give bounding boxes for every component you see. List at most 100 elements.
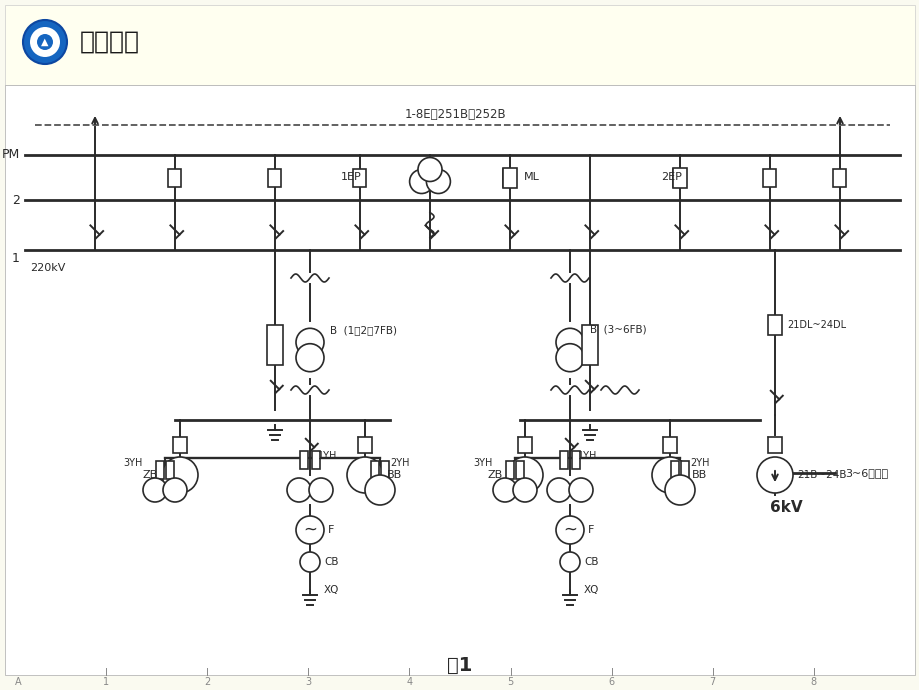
Text: 1YH: 1YH xyxy=(318,451,337,461)
Text: 1: 1 xyxy=(12,251,20,264)
Circle shape xyxy=(409,170,433,193)
Circle shape xyxy=(309,478,333,502)
Circle shape xyxy=(417,157,441,181)
Bar xyxy=(833,168,845,186)
Text: XQ: XQ xyxy=(323,585,339,595)
Circle shape xyxy=(493,478,516,502)
Text: 5: 5 xyxy=(507,677,513,687)
Circle shape xyxy=(555,328,584,356)
Bar xyxy=(505,461,514,479)
Text: F: F xyxy=(587,525,594,535)
Circle shape xyxy=(555,516,584,544)
Text: 2EP: 2EP xyxy=(661,172,681,182)
Text: B  (3~6FB): B (3~6FB) xyxy=(589,325,646,335)
Text: 长江电力: 长江电力 xyxy=(80,30,140,54)
Text: 6: 6 xyxy=(608,677,614,687)
Bar xyxy=(560,451,567,469)
Text: 图1: 图1 xyxy=(447,656,472,675)
Text: 3YH: 3YH xyxy=(473,458,493,468)
Bar xyxy=(165,461,174,479)
Circle shape xyxy=(37,34,53,50)
Text: ZB: ZB xyxy=(487,470,503,480)
Circle shape xyxy=(365,475,394,505)
Bar xyxy=(767,315,781,335)
Text: 2: 2 xyxy=(204,677,210,687)
Bar xyxy=(5,85,914,675)
Text: BB: BB xyxy=(387,470,402,480)
Text: 21B~24B: 21B~24B xyxy=(796,470,845,480)
Circle shape xyxy=(652,457,687,493)
Bar xyxy=(503,168,516,186)
Text: 2YH: 2YH xyxy=(390,458,409,468)
Circle shape xyxy=(162,457,198,493)
Circle shape xyxy=(346,457,382,493)
Bar xyxy=(168,168,181,186)
Circle shape xyxy=(296,344,323,372)
Text: 3YH: 3YH xyxy=(123,458,142,468)
Text: CB: CB xyxy=(323,557,338,567)
Bar xyxy=(353,168,366,186)
Text: 8: 8 xyxy=(810,677,816,687)
Bar xyxy=(423,168,436,186)
Bar xyxy=(380,461,389,479)
Circle shape xyxy=(425,170,450,193)
Text: 6kV: 6kV xyxy=(769,500,801,515)
Text: F: F xyxy=(328,525,334,535)
Bar xyxy=(673,168,686,188)
Bar xyxy=(173,437,187,453)
Text: 1EP: 1EP xyxy=(341,172,361,182)
Bar xyxy=(572,451,579,469)
Text: 4: 4 xyxy=(406,677,412,687)
Text: XQ: XQ xyxy=(584,585,598,595)
Text: ▲: ▲ xyxy=(41,37,49,47)
Circle shape xyxy=(568,478,593,502)
Circle shape xyxy=(23,20,67,64)
Bar xyxy=(503,168,516,188)
Circle shape xyxy=(287,478,311,502)
Bar xyxy=(680,461,688,479)
Circle shape xyxy=(506,457,542,493)
Text: 1-8E，251B，252B: 1-8E，251B，252B xyxy=(403,108,505,121)
Circle shape xyxy=(296,516,323,544)
Bar xyxy=(582,325,597,365)
Bar xyxy=(670,461,678,479)
Bar xyxy=(268,168,281,186)
Circle shape xyxy=(560,552,579,572)
Text: 3: 3 xyxy=(305,677,311,687)
Circle shape xyxy=(555,344,584,372)
Circle shape xyxy=(296,328,323,356)
Circle shape xyxy=(142,478,167,502)
Bar xyxy=(156,461,164,479)
Circle shape xyxy=(664,475,694,505)
Circle shape xyxy=(513,478,537,502)
Text: BB: BB xyxy=(691,470,707,480)
Text: 2YH: 2YH xyxy=(689,458,709,468)
Circle shape xyxy=(547,478,571,502)
Text: PM: PM xyxy=(2,148,20,161)
Bar xyxy=(300,451,308,469)
Bar xyxy=(312,451,320,469)
Text: CB: CB xyxy=(584,557,598,567)
Bar xyxy=(763,168,776,186)
Text: 220kV: 220kV xyxy=(30,263,65,273)
Text: A: A xyxy=(15,677,21,687)
Text: 7: 7 xyxy=(709,677,715,687)
Bar xyxy=(267,325,283,365)
Circle shape xyxy=(30,27,60,57)
Text: ~: ~ xyxy=(302,521,317,539)
Bar xyxy=(663,437,676,453)
Bar xyxy=(357,437,371,453)
Text: 1: 1 xyxy=(103,677,109,687)
Text: 21DL~24DL: 21DL~24DL xyxy=(786,320,845,330)
Circle shape xyxy=(300,552,320,572)
Circle shape xyxy=(163,478,187,502)
Text: ML: ML xyxy=(524,172,539,182)
Text: B  (1、2、7FB): B (1、2、7FB) xyxy=(330,325,397,335)
Bar xyxy=(370,461,379,479)
Bar xyxy=(673,168,686,186)
Text: ZB: ZB xyxy=(142,470,158,480)
Text: ~: ~ xyxy=(562,521,576,539)
Text: 2: 2 xyxy=(12,193,20,206)
Bar xyxy=(517,437,531,453)
Text: 1YH: 1YH xyxy=(577,451,596,461)
